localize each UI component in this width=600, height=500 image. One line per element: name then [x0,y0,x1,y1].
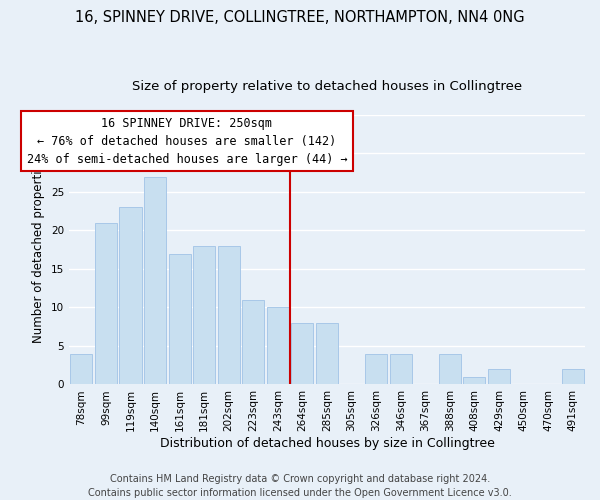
X-axis label: Distribution of detached houses by size in Collingtree: Distribution of detached houses by size … [160,437,494,450]
Bar [70,354,92,384]
Bar [119,208,142,384]
Bar [463,377,485,384]
Bar [292,323,313,384]
Bar [439,354,461,384]
Text: 16 SPINNEY DRIVE: 250sqm
← 76% of detached houses are smaller (142)
24% of semi-: 16 SPINNEY DRIVE: 250sqm ← 76% of detach… [26,116,347,166]
Text: 16, SPINNEY DRIVE, COLLINGTREE, NORTHAMPTON, NN4 0NG: 16, SPINNEY DRIVE, COLLINGTREE, NORTHAMP… [75,10,525,25]
Bar [316,323,338,384]
Bar [562,369,584,384]
Bar [144,176,166,384]
Bar [389,354,412,384]
Bar [365,354,387,384]
Title: Size of property relative to detached houses in Collingtree: Size of property relative to detached ho… [132,80,522,93]
Text: Contains HM Land Registry data © Crown copyright and database right 2024.
Contai: Contains HM Land Registry data © Crown c… [88,474,512,498]
Bar [488,369,510,384]
Bar [169,254,191,384]
Y-axis label: Number of detached properties: Number of detached properties [32,156,46,342]
Bar [95,223,117,384]
Bar [193,246,215,384]
Bar [267,308,289,384]
Bar [218,246,240,384]
Bar [242,300,265,384]
